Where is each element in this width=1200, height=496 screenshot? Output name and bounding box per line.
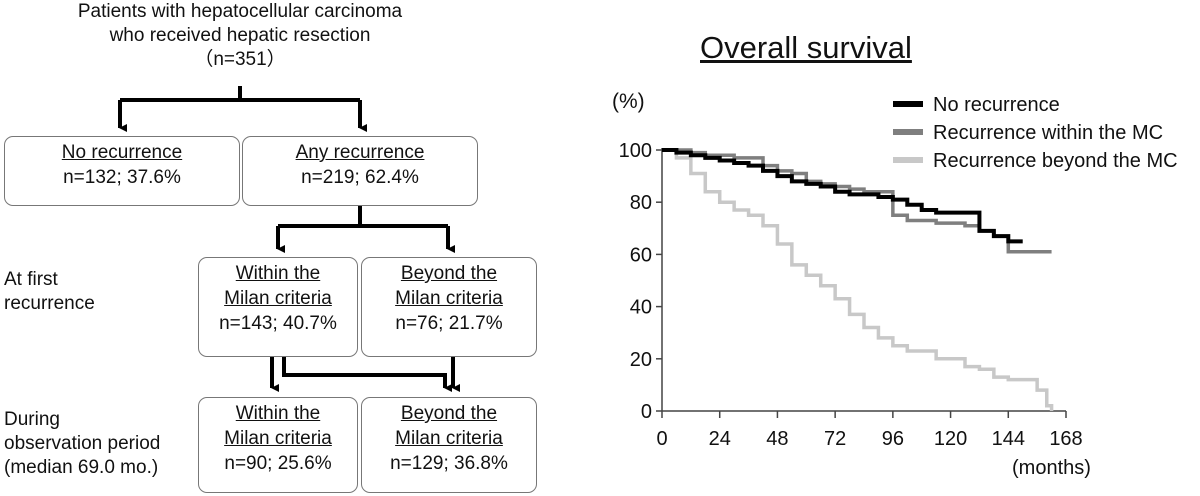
x-tick-label: 72 (824, 428, 846, 450)
label-line-1: At first (4, 269, 58, 290)
box-count: n=219; 62.4% (301, 167, 419, 188)
y-axis-label: (%) (612, 90, 645, 113)
box-title: Beyond the (400, 263, 498, 284)
box-title: Any recurrence (295, 142, 425, 163)
label-observation-period: During observation period (median 69.0 m… (4, 408, 160, 480)
box-title-2: Milan criteria (224, 428, 332, 449)
box-title: Within the (235, 403, 321, 424)
chart-title: Overall survival (700, 30, 912, 65)
y-tick-label: 80 (630, 192, 652, 214)
box-title: No recurrence (61, 142, 183, 163)
box-title: Beyond the (400, 403, 498, 424)
series-line-no-recurrence (662, 148, 1023, 244)
chart-lines (662, 148, 1054, 411)
x-tick-label: 24 (709, 428, 731, 450)
x-tick-label: 48 (766, 428, 788, 450)
label-line-1: During (4, 409, 60, 430)
box-count: n=143; 40.7% (219, 313, 337, 334)
box-observation-beyond: Beyond the Milan criteria n=129; 36.8% (361, 397, 537, 493)
box-title-2: Milan criteria (224, 288, 332, 309)
box-count: n=90; 25.6% (224, 453, 332, 474)
chart-axes: 0 20 40 60 80 100 0 24 48 72 96 120 144 168 (%) (months… (612, 90, 1091, 479)
y-tick-label: 100 (619, 140, 652, 162)
label-first-recurrence: At first recurrence (4, 268, 95, 316)
x-tick-label: 144 (992, 428, 1025, 450)
root-line-3: （n=351） (194, 49, 286, 70)
box-count: n=129; 36.8% (390, 453, 508, 474)
flowchart-connectors (118, 86, 460, 392)
y-tick-label: 60 (630, 244, 652, 266)
legend-label: Recurrence within the MC (933, 122, 1163, 144)
box-first-within: Within the Milan criteria n=143; 40.7% (198, 257, 358, 357)
box-first-beyond: Beyond the Milan criteria n=76; 21.7% (361, 257, 537, 357)
chart-legend: No recurrence Recurrence within the MC Rec… (893, 94, 1178, 172)
x-tick-label: 0 (656, 428, 667, 450)
label-line-2: observation period (4, 433, 161, 454)
box-count: n=132; 37.6% (63, 167, 181, 188)
box-observation-within: Within the Milan criteria n=90; 25.6% (198, 397, 358, 493)
legend-label: No recurrence (933, 94, 1060, 116)
box-title: Within the (235, 263, 321, 284)
box-count: n=76; 21.7% (395, 313, 503, 334)
y-tick-label: 0 (641, 401, 652, 423)
x-tick-label: 168 (1049, 428, 1082, 450)
box-title-2: Milan criteria (395, 428, 503, 449)
y-tick-label: 20 (630, 349, 652, 371)
root-line-2: who received hepatic resection (109, 25, 371, 46)
box-any-recurrence: Any recurrence n=219; 62.4% (242, 136, 478, 206)
x-tick-label: 96 (882, 428, 904, 450)
x-axis-label: (months) (1012, 457, 1091, 479)
root-line-1: Patients with hepatocellular carcinoma (77, 1, 403, 22)
legend-label: Recurrence beyond the MC (933, 150, 1178, 172)
series-line-recurrence-beyond-the-mc (662, 148, 1054, 411)
label-line-2: recurrence (4, 293, 95, 314)
box-title-2: Milan criteria (395, 288, 503, 309)
root-node: Patients with hepatocellular carcinoma w… (10, 0, 470, 72)
box-no-recurrence: No recurrence n=132; 37.6% (4, 136, 240, 206)
x-tick-label: 120 (934, 428, 967, 450)
label-line-3: (median 69.0 mo.) (4, 457, 159, 478)
y-tick-label: 40 (630, 297, 652, 319)
arrow-within-to-beyond (282, 356, 452, 392)
